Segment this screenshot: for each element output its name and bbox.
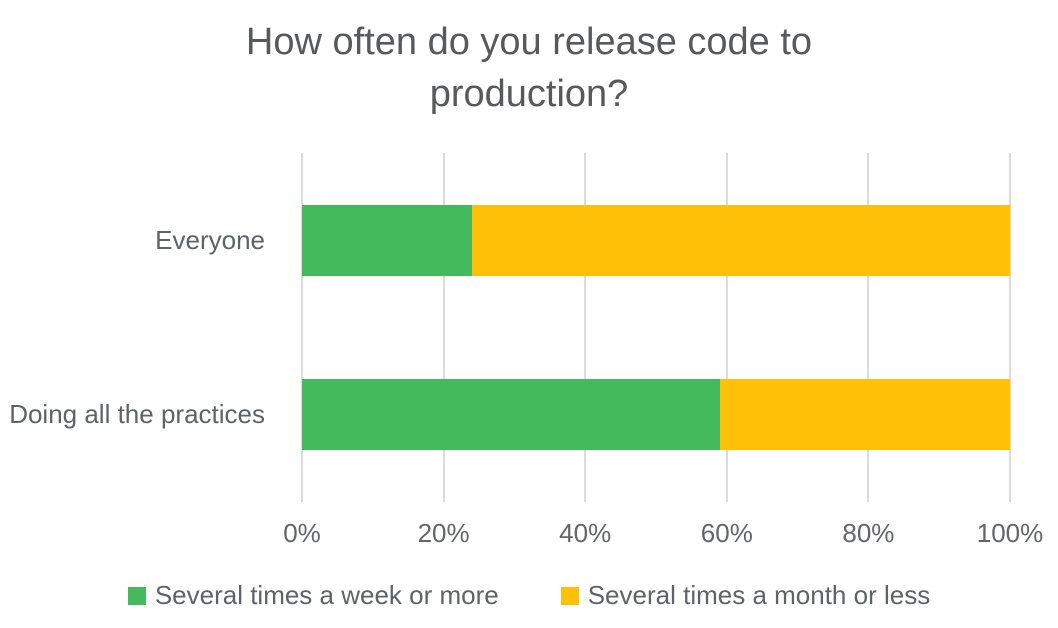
bar-segment (302, 204, 472, 276)
gridline (301, 153, 303, 502)
category-labels: Everyone Doing all the practices (0, 153, 284, 502)
gridline (442, 153, 445, 502)
x-tick-label: 40% (559, 518, 612, 548)
bar-segment (719, 379, 1010, 451)
legend: Several times a week or more Several time… (0, 580, 1058, 611)
x-tick-label: 0% (283, 518, 321, 548)
gridline (584, 153, 587, 502)
category-label: Doing all the practices (9, 399, 265, 430)
legend-item: Several times a week or more (127, 580, 499, 611)
chart-title: How often do you release code to product… (245, 21, 813, 115)
gridline (1009, 153, 1011, 502)
legend-item: Several times a month or less (560, 580, 931, 611)
bar-row (302, 204, 1010, 276)
legend-swatch-icon (127, 586, 146, 605)
x-tick-label: 20% (417, 518, 470, 548)
gridline (725, 153, 728, 502)
x-tick-label: 100% (976, 518, 1044, 548)
bar-segment (471, 204, 1010, 276)
plot-area (301, 153, 1011, 502)
bar-row (302, 379, 1010, 451)
legend-label: Several times a month or less (587, 580, 931, 610)
category-label: Everyone (155, 224, 265, 255)
x-axis: 0% 20% 40% 60% 80% 100% (283, 518, 1043, 554)
bar-segment (302, 379, 720, 451)
gridline (867, 153, 870, 502)
x-tick-label: 60% (700, 518, 753, 548)
legend-swatch-icon (560, 586, 579, 605)
x-tick-label: 80% (842, 518, 895, 548)
legend-label: Several times a week or more (154, 580, 499, 610)
